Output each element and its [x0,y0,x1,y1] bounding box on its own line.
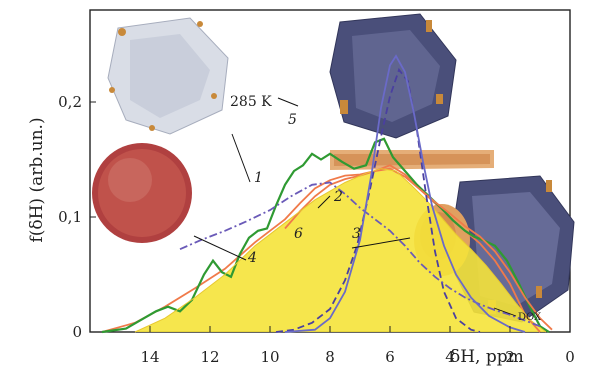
molecule-illustration-top-left [107,17,229,135]
series-line-1 [101,164,541,333]
series-line-6 [179,181,541,328]
dox-annotation-line [493,307,517,317]
x-ticks: 14 12 10 8 6 4 2 0 [140,326,575,366]
y-tick-label: 0,1 [58,208,82,226]
series-line-5 [275,67,481,333]
curve-label-3: 3 [352,226,361,242]
molecule-illustration-orange-slab [330,150,494,170]
series-line-4 [134,168,547,333]
molecule-illustration-top-right [329,13,457,139]
y-axis-title: f(δH) (arb.un.) [27,117,47,242]
x-tick-label: 2 [505,348,515,366]
x-tick-label: 8 [325,348,335,366]
filled-area-layer [135,168,546,332]
x-tick-label: 6 [385,348,395,366]
x-axis-title: δH, ppm [450,347,524,367]
curve-label-2: 2 [333,189,343,205]
molecule-illustration-red-sphere [92,143,192,243]
y-tick-label: 0 [72,323,82,341]
y-ticks: 0 0,1 0,2 [58,93,96,341]
dox-annotation: DOX [518,312,542,323]
curves-layer [101,54,553,334]
curve-label-5: 5 [288,112,297,128]
x-tick-label: 12 [200,348,219,366]
x-tick-label: 4 [445,348,455,366]
pointer-4 [193,235,247,261]
label-pointers [193,133,411,261]
curve-label-1: 1 [254,170,263,186]
x-tick-label: 10 [260,348,279,366]
pointer-3 [351,237,411,249]
pointer-2 [317,195,331,209]
series-line-2 [101,137,550,334]
y-tick-label: 0,2 [58,93,82,111]
temperature-annotation-arrow [277,97,299,107]
series-line-3 [284,167,553,331]
temperature-annotation: 285 K [230,94,272,110]
series-line-285-k [284,54,526,333]
x-tick-label: 14 [140,348,159,366]
curve-label-4: 4 [247,250,257,266]
pointer-1 [231,133,251,183]
curve-label-6: 6 [294,226,303,242]
series-area-4 [135,168,546,332]
x-tick-label: 0 [565,348,575,366]
